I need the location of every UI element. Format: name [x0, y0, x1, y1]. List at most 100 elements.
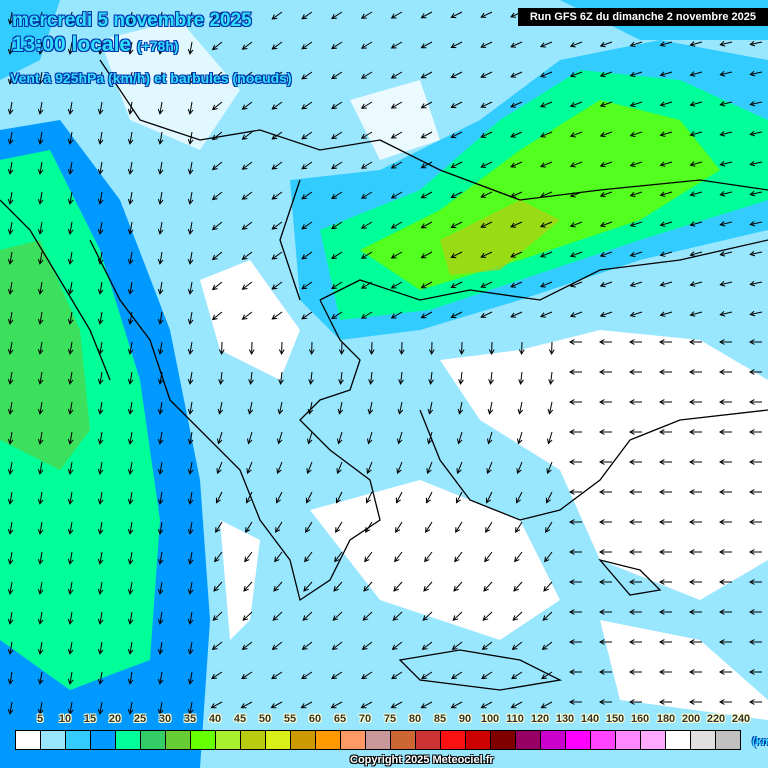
wind-arrow [482, 611, 493, 621]
wind-arrow [211, 11, 223, 21]
wind-arrow [450, 251, 463, 259]
wind-arrow [628, 459, 642, 465]
forecast-time: 13:00 locale (+78h) [12, 33, 179, 57]
legend-label: 35 [183, 713, 197, 725]
wind-arrow [420, 251, 433, 259]
wind-arrow [658, 609, 672, 615]
wind-arrow [330, 701, 343, 709]
wind-arrow [546, 461, 553, 475]
wind-arrow [187, 251, 194, 265]
wind-arrow [127, 281, 134, 295]
wind-arrow [331, 221, 343, 230]
wind-arrow [331, 11, 343, 20]
parameter-label: Vent à 925hPa (km/h) et barbules (noeuds… [10, 70, 292, 86]
wind-arrow [157, 131, 164, 145]
wind-arrow [67, 221, 74, 235]
wind-arrow [360, 71, 373, 79]
wind-arrow [598, 549, 612, 555]
wind-arrow [7, 581, 14, 595]
wind-arrow [365, 491, 373, 504]
wind-arrow [398, 341, 405, 356]
wind-arrow [240, 701, 253, 709]
wind-arrow [390, 101, 403, 109]
wind-arrow [157, 671, 164, 685]
wind-arrow [7, 701, 14, 715]
wind-arrow [127, 401, 134, 415]
wind-arrow [427, 401, 434, 415]
wind-arrow [390, 161, 403, 169]
wind-arrow [510, 251, 523, 258]
wind-arrow [187, 11, 194, 25]
wind-arrow [659, 311, 673, 317]
wind-arrow [270, 701, 283, 709]
wind-arrow [516, 431, 523, 445]
wind-arrow [127, 671, 134, 685]
wind-arrow [248, 341, 255, 356]
wind-arrow [541, 641, 553, 651]
wind-arrow [67, 251, 74, 265]
wind-arrow [420, 101, 433, 109]
wind-arrow [748, 519, 762, 525]
wind-arrow [599, 161, 613, 168]
wind-arrow [628, 579, 642, 585]
wind-arrow [37, 461, 44, 475]
wind-arrow [301, 311, 313, 320]
wind-arrow [599, 191, 613, 198]
wind-arrow [599, 71, 613, 78]
wind-arrow [629, 221, 643, 228]
wind-arrow [187, 41, 194, 55]
legend-swatch [291, 731, 316, 749]
wind-arrow [420, 191, 433, 199]
wind-arrow [211, 131, 223, 141]
wind-arrow [245, 491, 253, 504]
wind-arrow [127, 371, 134, 385]
wind-arrow [629, 101, 643, 108]
wind-arrow [748, 669, 762, 675]
legend-label: 120 [530, 713, 550, 725]
wind-arrow [37, 371, 44, 385]
wind-arrow [689, 101, 703, 107]
wind-arrow [187, 101, 194, 115]
wind-arrow [157, 461, 164, 475]
wind-arrow [7, 641, 14, 655]
wind-arrow [749, 100, 763, 107]
wind-arrow [569, 101, 583, 108]
wind-arrow [568, 579, 582, 585]
legend-label: 130 [555, 713, 575, 725]
wind-arrow [548, 341, 555, 356]
wind-arrow [484, 551, 493, 563]
legend-label: 5 [36, 713, 44, 725]
wind-arrow [481, 671, 493, 680]
wind-arrow [37, 491, 44, 505]
wind-arrow [420, 701, 433, 709]
wind-arrow [211, 191, 223, 201]
wind-arrow [211, 641, 223, 651]
wind-arrow [748, 399, 762, 405]
wind-arrow [628, 699, 642, 705]
wind-arrow [628, 549, 642, 555]
legend-swatch [366, 731, 391, 749]
wind-arrow [688, 489, 702, 495]
wind-arrow [480, 161, 493, 168]
wind-arrow [688, 519, 702, 525]
wind-arrow [421, 641, 433, 651]
wind-arrow [658, 519, 672, 525]
wind-arrow [688, 639, 702, 645]
wind-arrow [97, 401, 104, 415]
wind-arrow [301, 191, 313, 200]
wind-arrow [157, 41, 164, 55]
wind-arrow [271, 671, 283, 680]
color-legend [15, 730, 741, 750]
wind-arrow [67, 491, 74, 505]
legend-label: 90 [458, 713, 472, 725]
wind-arrow [332, 611, 343, 621]
wind-arrow [450, 41, 463, 49]
wind-arrow [510, 101, 523, 108]
wind-arrow [7, 221, 14, 235]
wind-arrow [480, 191, 493, 198]
wind-arrow [599, 221, 613, 228]
wind-arrow [539, 41, 553, 48]
wind-arrow [360, 221, 373, 229]
wind-arrow [7, 11, 14, 25]
wind-arrow [569, 221, 583, 228]
